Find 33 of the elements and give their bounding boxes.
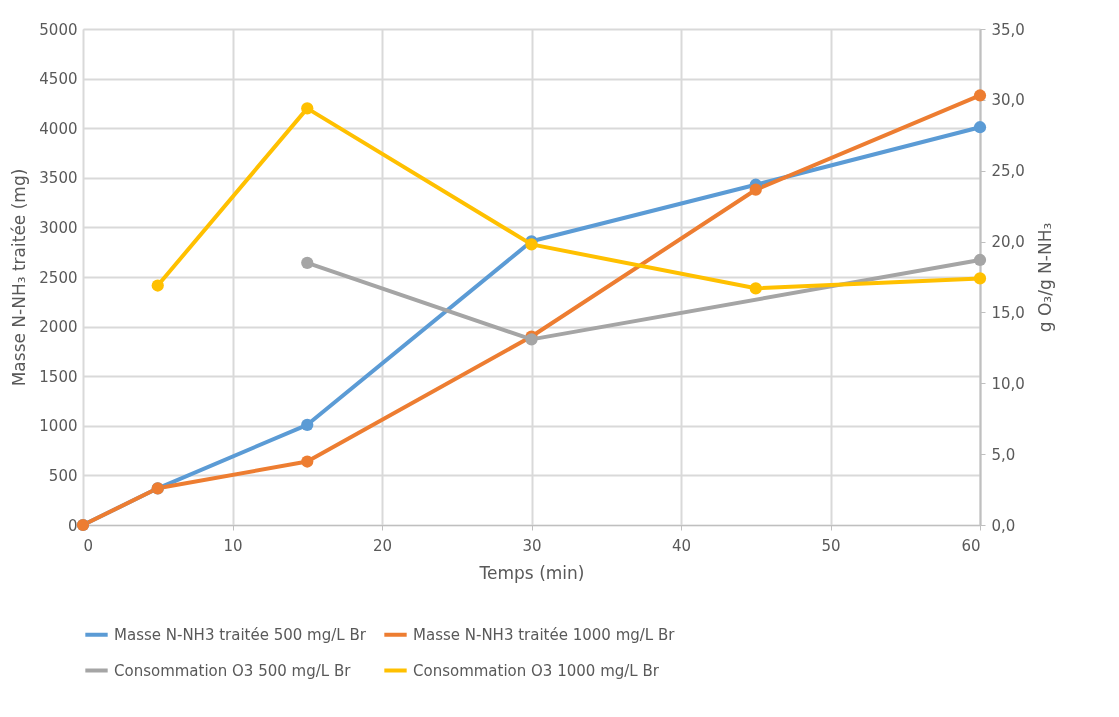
y-tick-label: 2000 (39, 318, 78, 337)
y2-tick-label: 5,0 (991, 445, 1016, 464)
y-tick-label: 0 (67, 516, 78, 535)
y2-tick-label: 20,0 (991, 233, 1025, 252)
y2-tick-label: 25,0 (991, 162, 1025, 181)
y-tick-label: 5000 (39, 20, 78, 39)
x-tick-label: 50 (821, 536, 841, 555)
y-tick-label: 500 (48, 466, 78, 485)
y-tick-label: 4500 (39, 70, 78, 89)
y-tick-label: 3500 (39, 169, 78, 188)
legend-label: Masse N-NH3 traitée 1000 mg/L Br (413, 625, 676, 644)
y2-tick-label: 30,0 (991, 91, 1025, 110)
y-tick-label: 4000 (39, 119, 78, 138)
y2-tick-label: 0,0 (991, 516, 1016, 535)
y2-tick-label: 35,0 (991, 20, 1025, 39)
y-tick-label: 1500 (39, 367, 78, 386)
x-tick-label: 60 (961, 536, 981, 555)
legend-label: Consommation O3 1000 mg/L Br (413, 661, 660, 680)
x-axis-title: Temps (min) (478, 562, 585, 583)
y2-axis-title: g O₃/g N-NH₃ (1034, 222, 1055, 333)
x-tick-label: 10 (223, 536, 243, 555)
x-tick-label: 30 (522, 536, 542, 555)
y-axis-title: Masse N-NH₃ traitée (mg) (9, 168, 30, 387)
y-tick-label: 1000 (39, 417, 78, 436)
y2-tick-label: 10,0 (991, 374, 1025, 393)
y2-tick-label: 15,0 (991, 303, 1025, 322)
x-tick-label: 40 (671, 536, 692, 555)
y-tick-label: 2500 (39, 268, 78, 287)
legend-label: Masse N-NH3 traitée 500 mg/L Br (114, 625, 367, 644)
x-tick-label: 20 (372, 536, 393, 555)
y-tick-label: 3000 (39, 218, 78, 237)
legend-label: Consommation O3 500 mg/L Br (114, 661, 352, 680)
x-tick-label: 0 (83, 536, 94, 555)
